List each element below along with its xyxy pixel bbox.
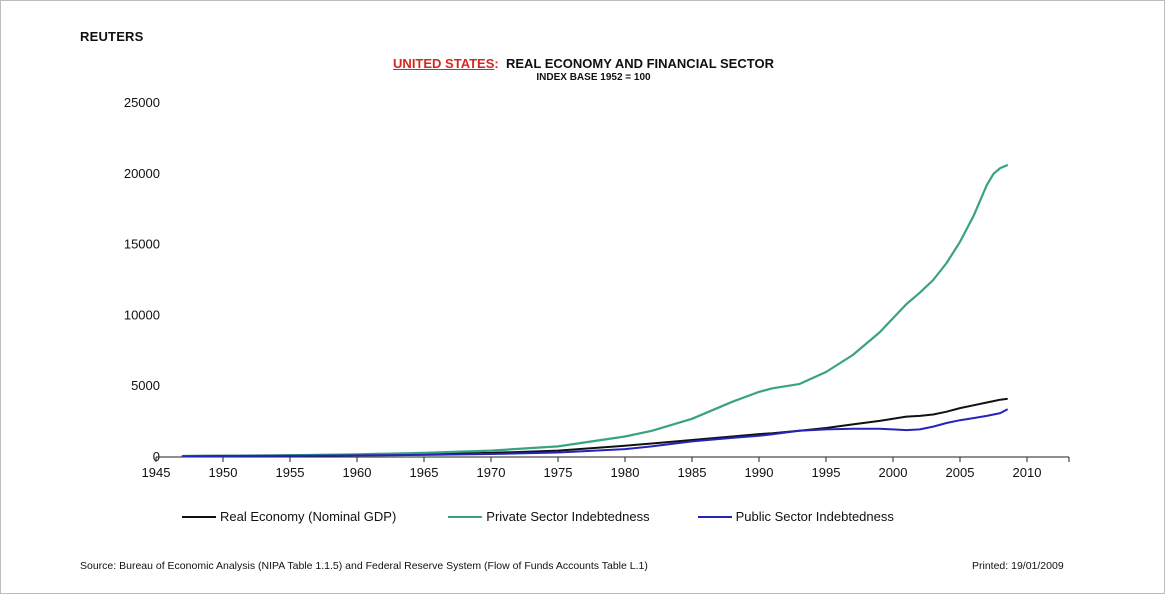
printed-date: Printed: 19/01/2009 xyxy=(972,560,1064,572)
public-sector-line xyxy=(181,408,1008,458)
y-tick-label: 5000 xyxy=(131,378,160,393)
x-tick-label: 2010 xyxy=(1013,465,1042,480)
legend-swatch xyxy=(182,515,216,518)
y-tick-label: 10000 xyxy=(124,307,160,322)
x-tick-label: 2000 xyxy=(879,465,908,480)
x-tick-label: 1960 xyxy=(343,465,372,480)
x-tick-label: 1975 xyxy=(544,465,573,480)
chart-title: UNITED STATES: REAL ECONOMY AND FINANCIA… xyxy=(0,56,1167,71)
x-tick-label: 1990 xyxy=(745,465,774,480)
legend-label: Public Sector Indebtedness xyxy=(735,509,894,524)
x-tick-label: 1995 xyxy=(812,465,841,480)
legend-item: Private Sector Indebtedness xyxy=(448,509,650,524)
y-tick-label: 15000 xyxy=(124,237,160,252)
brand-label: REUTERS xyxy=(80,29,144,44)
legend-item: Real Economy (Nominal GDP) xyxy=(182,509,396,524)
title-text: REAL ECONOMY AND FINANCIAL SECTOR xyxy=(505,56,774,71)
source-note: Source: Bureau of Economic Analysis (NIP… xyxy=(80,560,648,572)
x-tick-label: 1985 xyxy=(678,465,707,480)
chart-legend: Real Economy (Nominal GDP) Private Sector… xyxy=(182,509,894,524)
x-tick-label: 1980 xyxy=(611,465,640,480)
y-tick-label: 25000 xyxy=(124,95,160,110)
x-tick-label: 2005 xyxy=(946,465,975,480)
y-tick-label: 20000 xyxy=(124,166,160,181)
legend-swatch xyxy=(448,515,483,518)
y-tick-label: 0 xyxy=(153,449,160,464)
legend-label: Private Sector Indebtedness xyxy=(486,509,650,524)
chart-subtitle: INDEX BASE 1952 = 100 xyxy=(536,72,651,83)
legend-item: Public Sector Indebtedness xyxy=(697,509,894,524)
private-sector-line xyxy=(181,164,1009,458)
title-country: UNITED STATES xyxy=(393,56,495,71)
legend-label: Real Economy (Nominal GDP) xyxy=(220,509,397,524)
x-tick-label: 1945 xyxy=(142,465,171,480)
x-tick-label: 1950 xyxy=(209,465,238,480)
x-tick-label: 1970 xyxy=(477,465,506,480)
x-tick-label: 1955 xyxy=(276,465,305,480)
title-separator: : xyxy=(494,56,499,71)
legend-swatch xyxy=(697,515,732,518)
x-tick-label: 1965 xyxy=(410,465,439,480)
real-economy-line xyxy=(181,397,1008,457)
